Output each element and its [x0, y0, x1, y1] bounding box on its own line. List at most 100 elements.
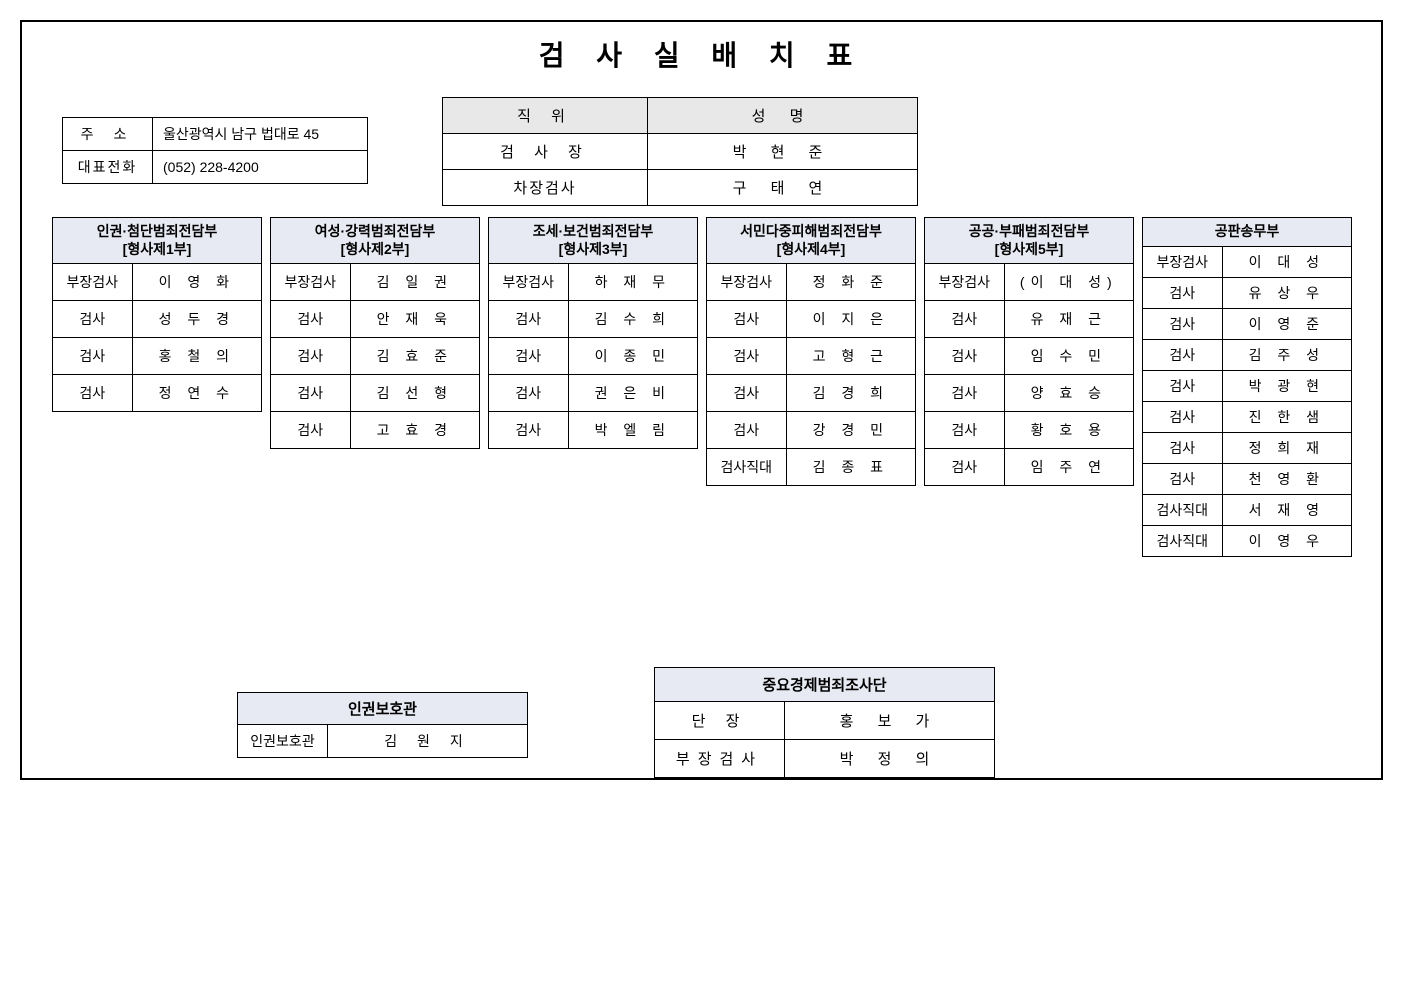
department-row: 검사김 선 형	[271, 375, 480, 412]
department-role: 검사	[925, 412, 1005, 449]
department-row: 검사정 희 재	[1143, 432, 1352, 463]
contact-table: 주 소 울산광역시 남구 법대로 45 대표전화 (052) 228-4200	[62, 117, 368, 184]
eco-header: 중요경제범죄조사단	[655, 668, 995, 702]
department-row: 검사권 은 비	[489, 375, 698, 412]
department-role: 검사	[1143, 308, 1223, 339]
eco-role: 부장검사	[655, 740, 785, 778]
department-role: 부장검사	[489, 264, 569, 301]
page-title: 검 사 실 배 치 표	[40, 34, 1363, 74]
department-header: 인권·첨단범죄전담부 [형사제1부]	[53, 218, 262, 264]
contact-row-address: 주 소 울산광역시 남구 법대로 45	[63, 118, 368, 151]
department-row: 부장검사김 일 권	[271, 264, 480, 301]
department-name: 하 재 무	[568, 264, 697, 301]
department-role: 부장검사	[707, 264, 787, 301]
human-rights-role: 인권보호관	[238, 725, 328, 758]
department-role: 검사직대	[1143, 525, 1223, 556]
department-name: 정 희 재	[1222, 432, 1351, 463]
eco-table: 중요경제범죄조사단 단 장홍 보 가부장검사박 정 의	[654, 667, 995, 778]
department-row: 검사임 주 연	[925, 449, 1134, 486]
department-role: 검사	[707, 301, 787, 338]
department-role: 검사직대	[1143, 494, 1223, 525]
department-name: 김 일 권	[350, 264, 479, 301]
department-role: 부장검사	[925, 264, 1005, 301]
department-header: 공공·부패범죄전담부 [형사제5부]	[925, 218, 1134, 264]
department-name: 정 화 준	[786, 264, 915, 301]
eco-row: 단 장홍 보 가	[655, 702, 995, 740]
department: 조세·보건범죄전담부 [형사제3부]부장검사하 재 무검사김 수 희검사이 종 …	[488, 217, 698, 557]
department-row: 검사천 영 환	[1143, 463, 1352, 494]
department-name: 이 대 성	[1222, 246, 1351, 277]
eco-row: 부장검사박 정 의	[655, 740, 995, 778]
eco-name: 박 정 의	[785, 740, 995, 778]
department-name: 홍 철 의	[132, 338, 261, 375]
department-name: 이 영 우	[1222, 525, 1351, 556]
department-role: 검사	[271, 375, 351, 412]
leaders-row: 검 사 장박 현 준	[443, 134, 918, 170]
department-row: 검사김 경 희	[707, 375, 916, 412]
department: 여성·강력범죄전담부 [형사제2부]부장검사김 일 권검사안 재 욱검사김 효 …	[270, 217, 480, 557]
department-name: 권 은 비	[568, 375, 697, 412]
department-row: 검사박 광 현	[1143, 370, 1352, 401]
department-role: 부장검사	[53, 264, 133, 301]
department-role: 검사	[707, 338, 787, 375]
department-role: 검사	[925, 338, 1005, 375]
department-row: 검사이 지 은	[707, 301, 916, 338]
department-name: 이 종 민	[568, 338, 697, 375]
department-role: 검사	[489, 412, 569, 449]
department-row: 부장검사이 대 성	[1143, 246, 1352, 277]
department-role: 검사	[489, 301, 569, 338]
eco-role: 단 장	[655, 702, 785, 740]
department-role: 검사	[1143, 277, 1223, 308]
department-row: 검사성 두 경	[53, 301, 262, 338]
department-row: 검사유 재 근	[925, 301, 1134, 338]
department-role: 검사	[925, 375, 1005, 412]
department-name: 김 경 희	[786, 375, 915, 412]
department-name: 박 광 현	[1222, 370, 1351, 401]
department-role: 검사직대	[707, 449, 787, 486]
department-role: 검사	[707, 375, 787, 412]
department-row: 검사박 엘 림	[489, 412, 698, 449]
department-role: 검사	[53, 301, 133, 338]
contact-addr-label: 주 소	[63, 118, 153, 151]
departments-row: 인권·첨단범죄전담부 [형사제1부]부장검사이 영 화검사성 두 경검사홍 철 …	[52, 217, 1352, 557]
department-header: 서민다중피해범죄전담부 [형사제4부]	[707, 218, 916, 264]
department-row: 검사직대김 종 표	[707, 449, 916, 486]
department-role: 검사	[271, 301, 351, 338]
contact-tel-label: 대표전화	[63, 151, 153, 184]
department-name: (이 대 성)	[1004, 264, 1133, 301]
eco-name: 홍 보 가	[785, 702, 995, 740]
department-role: 검사	[53, 375, 133, 412]
department-row: 검사김 효 준	[271, 338, 480, 375]
department-name: 김 수 희	[568, 301, 697, 338]
department-name: 유 재 근	[1004, 301, 1133, 338]
department-header: 여성·강력범죄전담부 [형사제2부]	[271, 218, 480, 264]
department-name: 안 재 욱	[350, 301, 479, 338]
department-name: 황 호 용	[1004, 412, 1133, 449]
department-row: 검사이 종 민	[489, 338, 698, 375]
human-rights-name: 김 원 지	[328, 725, 528, 758]
department-row: 검사양 효 승	[925, 375, 1134, 412]
department-name: 정 연 수	[132, 375, 261, 412]
department-row: 검사진 한 샘	[1143, 401, 1352, 432]
leaders-table: 직 위 성 명 검 사 장박 현 준차장검사구 태 연	[442, 97, 918, 206]
leaders-name: 박 현 준	[648, 134, 918, 170]
department-row: 부장검사하 재 무	[489, 264, 698, 301]
department-row: 검사고 효 경	[271, 412, 480, 449]
department-row: 검사고 형 근	[707, 338, 916, 375]
department-role: 검사	[1143, 401, 1223, 432]
department-row: 부장검사정 화 준	[707, 264, 916, 301]
department-name: 서 재 영	[1222, 494, 1351, 525]
department-row: 부장검사(이 대 성)	[925, 264, 1134, 301]
department-name: 성 두 경	[132, 301, 261, 338]
department: 인권·첨단범죄전담부 [형사제1부]부장검사이 영 화검사성 두 경검사홍 철 …	[52, 217, 262, 557]
department-name: 임 주 연	[1004, 449, 1133, 486]
department-name: 진 한 샘	[1222, 401, 1351, 432]
department-row: 검사직대서 재 영	[1143, 494, 1352, 525]
leaders-pos: 차장검사	[443, 170, 648, 206]
page-frame: 검 사 실 배 치 표 주 소 울산광역시 남구 법대로 45 대표전화 (05…	[20, 20, 1383, 780]
department-role: 검사	[271, 338, 351, 375]
department-name: 김 주 성	[1222, 339, 1351, 370]
department-role: 검사	[1143, 463, 1223, 494]
leaders-name-header: 성 명	[648, 98, 918, 134]
leaders-name: 구 태 연	[648, 170, 918, 206]
